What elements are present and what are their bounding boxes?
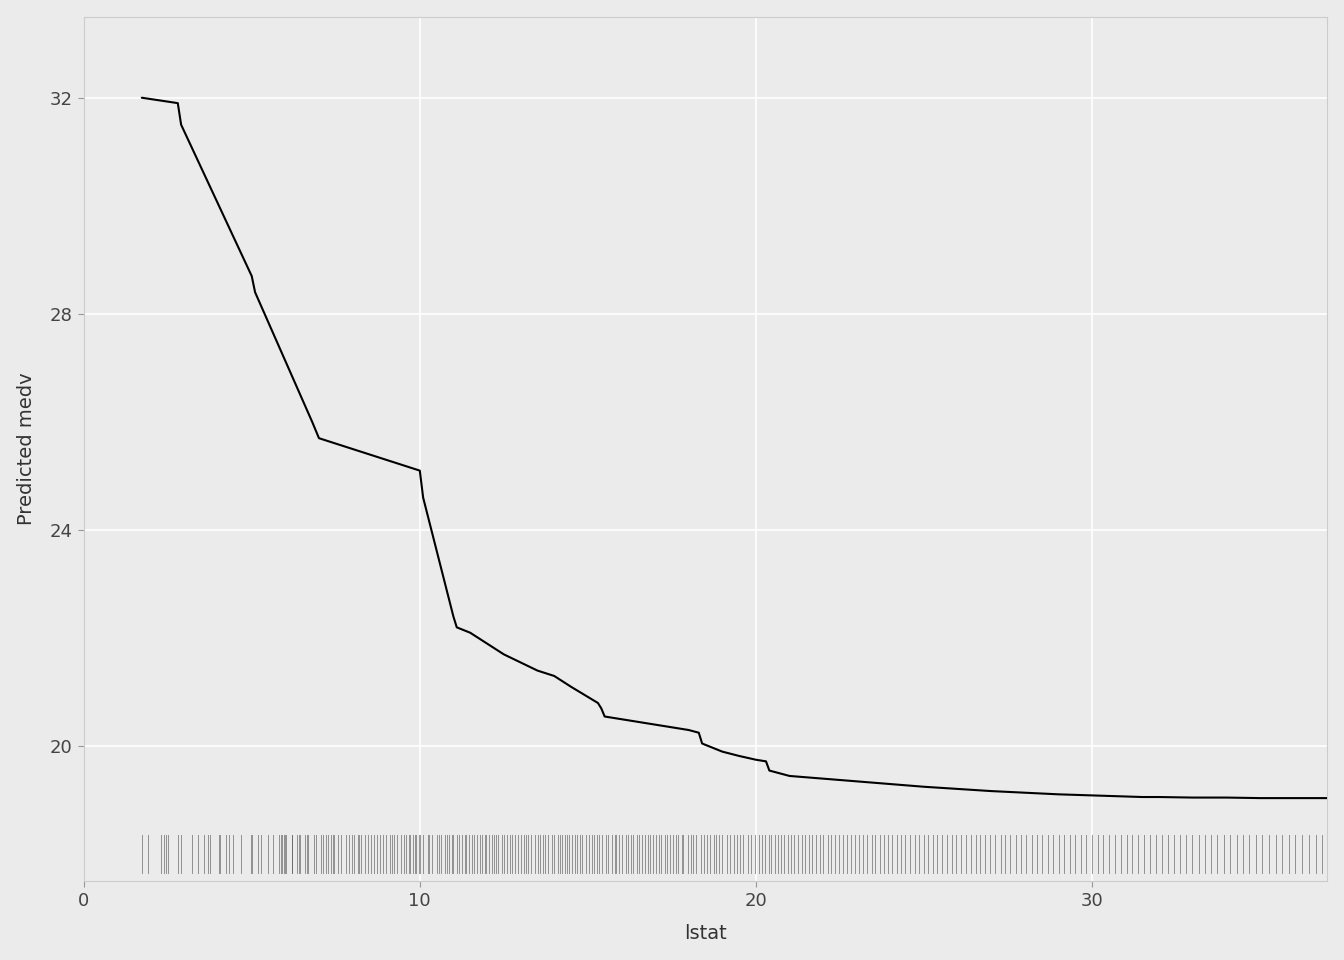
X-axis label: lstat: lstat	[684, 924, 727, 944]
Y-axis label: Predicted medv: Predicted medv	[16, 372, 36, 525]
